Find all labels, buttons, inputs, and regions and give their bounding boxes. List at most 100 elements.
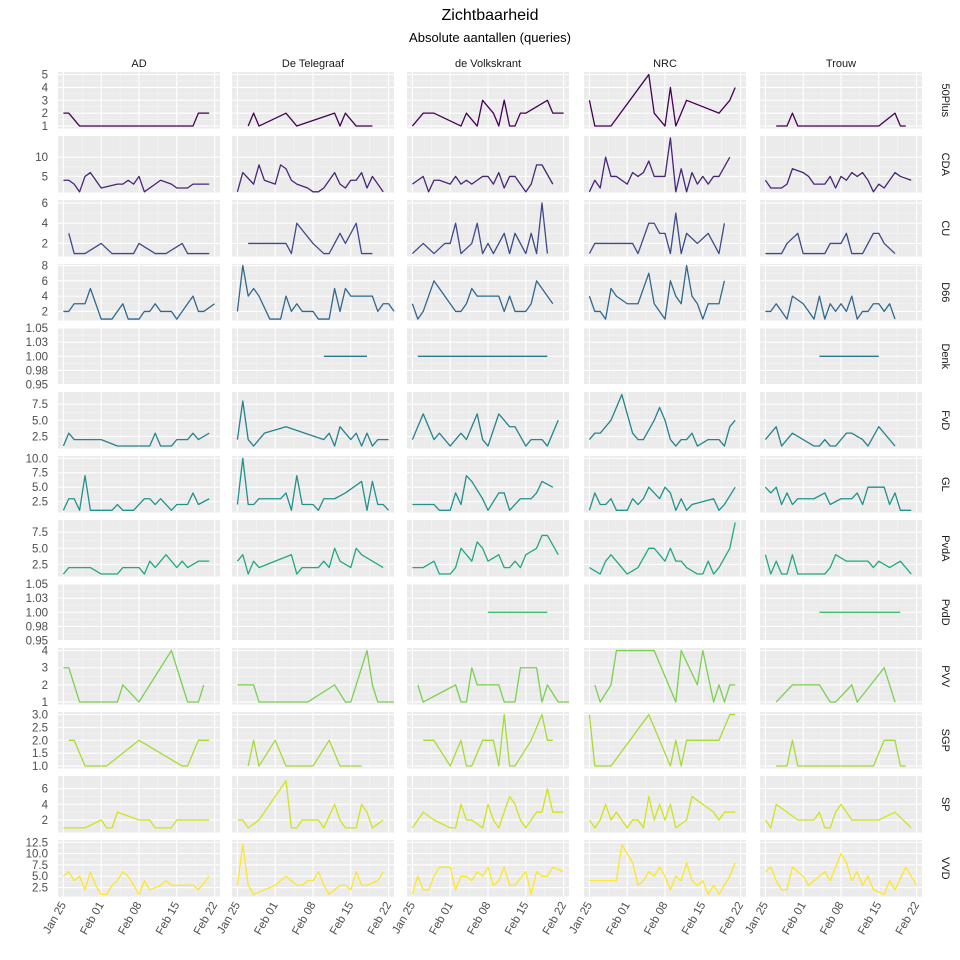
- facet-panel: [407, 136, 569, 193]
- series-line: [236, 264, 395, 320]
- row-strip-label: PVV: [939, 665, 951, 688]
- y-tick-label: 1.03: [26, 593, 48, 605]
- facet-panel: [232, 264, 395, 321]
- facet-panel: [584, 327, 746, 386]
- x-tick-label: Jan 25: [743, 900, 771, 936]
- row-strip-label: CDA: [939, 153, 951, 177]
- facet-panel: [760, 520, 922, 577]
- facet-panel: [58, 456, 220, 513]
- y-tick-label: 5.0: [32, 871, 48, 883]
- series-line: [247, 112, 373, 127]
- y-tick-label: 5: [42, 70, 48, 82]
- x-tick-label: Feb 15: [856, 900, 884, 937]
- series-line: [247, 739, 362, 767]
- series-line: [764, 554, 912, 575]
- row-strip-label: PvdD: [939, 599, 951, 626]
- series-line: [63, 811, 210, 829]
- facet-panel: [760, 72, 922, 129]
- y-tick-label: 2: [42, 680, 48, 692]
- facet-panel: [760, 136, 922, 193]
- row-strip-label: Denk: [939, 343, 951, 369]
- facet-panel: [760, 776, 922, 833]
- facet-panel: [584, 520, 746, 577]
- y-tick-label: 1.05: [26, 323, 48, 335]
- facet-panel: [584, 264, 746, 321]
- x-tick-label: Feb 22: [366, 900, 394, 937]
- facet-panel: [232, 72, 394, 129]
- column-strip-label: De Telegraaf: [282, 58, 345, 70]
- series-line: [63, 649, 205, 703]
- y-tick-label: 1.00: [26, 351, 48, 363]
- series-line: [236, 400, 389, 447]
- y-tick-label: 0.98: [26, 365, 48, 377]
- y-tick-label: 1.03: [26, 337, 48, 349]
- x-tick-label: Feb 15: [680, 900, 708, 937]
- facet-panel: [760, 712, 922, 769]
- x-tick-label: Feb 01: [427, 900, 455, 937]
- y-tick-label: 4: [42, 82, 49, 94]
- x-tick-label: Feb 01: [78, 900, 106, 937]
- facet-panel: [407, 72, 569, 129]
- facet-panel: [584, 136, 746, 193]
- series-line: [236, 843, 384, 895]
- row-strip-label: SP: [939, 797, 951, 812]
- series-line: [776, 739, 906, 767]
- series-line: [411, 413, 559, 447]
- x-tick-label: Feb 01: [604, 900, 632, 937]
- y-tick-label: 10.0: [26, 849, 48, 861]
- facet-panel: [232, 200, 394, 257]
- y-tick-label: 2.5: [32, 883, 48, 895]
- y-tick-label: 12.5: [26, 837, 48, 849]
- series-line: [237, 649, 394, 703]
- series-line: [589, 522, 736, 575]
- x-tick-label: Feb 22: [718, 900, 746, 937]
- facet-panel: [407, 456, 569, 513]
- facet-panel: [760, 392, 922, 449]
- y-tick-label: 5.0: [32, 415, 48, 427]
- facet-panel: [58, 136, 220, 193]
- facet-panel: [584, 776, 746, 833]
- y-tick-label: 2: [42, 815, 48, 827]
- series-line: [63, 287, 215, 320]
- x-tick-label: Feb 22: [541, 900, 569, 937]
- series-line: [589, 843, 736, 895]
- y-tick-label: 5: [42, 171, 48, 183]
- series-line: [236, 457, 390, 511]
- y-tick-label: 6: [42, 784, 48, 796]
- row-strip-label: CU: [939, 220, 951, 236]
- y-tick-label: 0.95: [26, 380, 48, 392]
- facet-panel: [760, 327, 922, 386]
- y-tick-label: 7.5: [32, 860, 48, 872]
- facet-panel: [232, 327, 394, 386]
- facet-panel: [584, 456, 746, 513]
- facet-panel: [584, 583, 746, 642]
- y-tick-label: 7.5: [32, 399, 48, 411]
- facet-panels: AD De Telegraaf de Volkskrant NRC Trouw54321…: [26, 58, 951, 937]
- facet-panel: [760, 648, 922, 705]
- y-tick-label: 6: [42, 198, 48, 210]
- y-tick-label: 4: [42, 291, 49, 303]
- series-line: [68, 739, 210, 767]
- facet-panel: [584, 72, 746, 129]
- y-tick-label: 10.0: [26, 453, 48, 465]
- series-line: [248, 222, 373, 255]
- x-tick-label: Feb 22: [192, 900, 220, 937]
- series-line: [594, 649, 736, 703]
- y-tick-label: 1.5: [32, 748, 48, 760]
- x-tick-label: Feb 15: [328, 900, 356, 937]
- series-line: [588, 486, 736, 511]
- facet-panel: [232, 456, 394, 513]
- facet-panel: [232, 520, 394, 577]
- facet-panel: [407, 712, 569, 769]
- facet-panel: [58, 712, 220, 769]
- series-line: [765, 295, 896, 320]
- column-strip-label: NRC: [653, 58, 677, 70]
- series-line: [62, 474, 210, 511]
- y-tick-label: 2: [42, 108, 48, 120]
- y-tick-label: 4: [42, 799, 49, 811]
- series-line: [765, 232, 896, 255]
- column-strip-label: Trouw: [826, 58, 856, 70]
- facet-panel: [58, 583, 220, 642]
- facet-panel: [232, 840, 394, 897]
